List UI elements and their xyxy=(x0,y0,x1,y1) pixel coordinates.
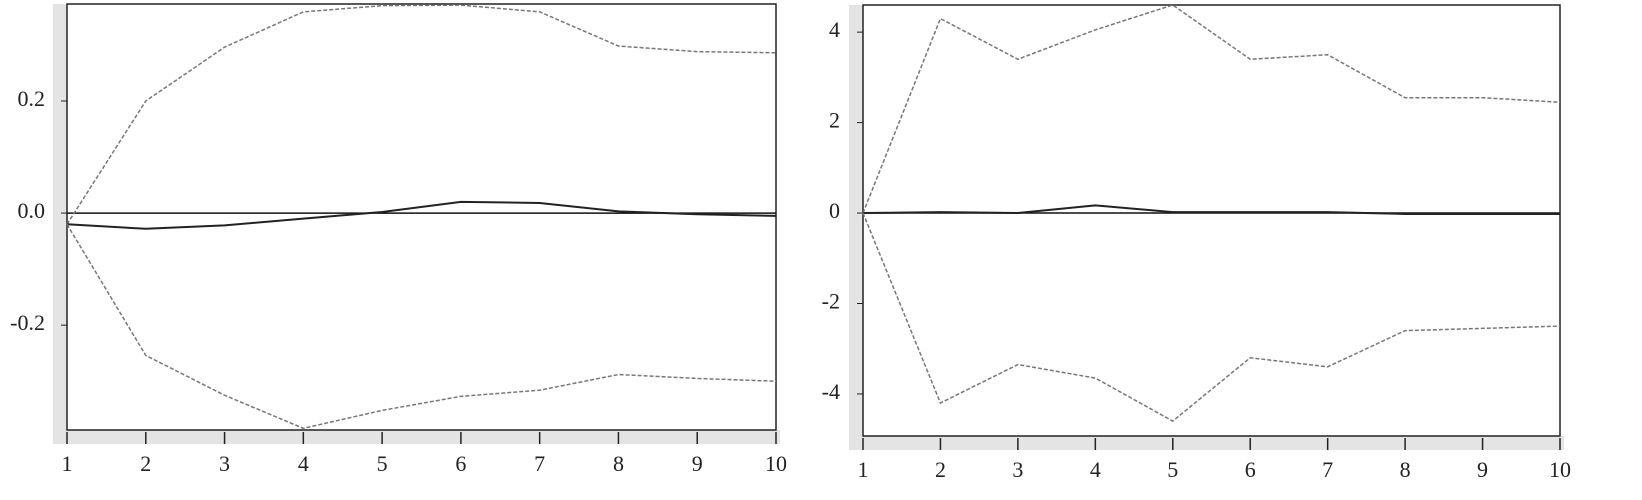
y-tick-label: 0.0 xyxy=(18,198,46,223)
x-tick-label: 4 xyxy=(1090,457,1101,482)
plot-frame xyxy=(862,4,1561,437)
series-line xyxy=(862,212,1561,422)
y-tick-label: -0.2 xyxy=(10,310,45,335)
x-tick-label: 6 xyxy=(455,451,466,476)
x-tick-label: 8 xyxy=(1400,457,1411,482)
x-tick-label: 3 xyxy=(219,451,230,476)
x-tick-label: 10 xyxy=(765,451,787,476)
axis-strip xyxy=(53,430,780,444)
x-tick-label: 1 xyxy=(858,457,869,482)
x-tick-label: 7 xyxy=(534,451,545,476)
series-line xyxy=(66,4,777,225)
y-tick-label: 2 xyxy=(829,108,840,133)
x-tick-label: 8 xyxy=(613,451,624,476)
x-tick-label: 5 xyxy=(377,451,388,476)
axis-strip xyxy=(849,436,1564,450)
x-tick-label: 10 xyxy=(1549,457,1571,482)
x-tick-label: 2 xyxy=(140,451,151,476)
y-tick-label: 0.2 xyxy=(18,86,46,111)
x-tick-label: 9 xyxy=(1477,457,1488,482)
y-tick-label: -2 xyxy=(822,289,840,314)
x-tick-label: 1 xyxy=(62,451,73,476)
x-tick-label: 9 xyxy=(692,451,703,476)
x-tick-label: 6 xyxy=(1245,457,1256,482)
x-tick-label: 7 xyxy=(1322,457,1333,482)
series-line xyxy=(66,200,777,230)
x-tick-label: 4 xyxy=(298,451,309,476)
axis-strip xyxy=(849,5,863,450)
series-line xyxy=(862,204,1560,215)
x-tick-label: 3 xyxy=(1012,457,1023,482)
y-tick-label: -4 xyxy=(822,379,840,404)
x-tick-label: 2 xyxy=(935,457,946,482)
plot-frame xyxy=(66,3,777,431)
y-tick-label: 4 xyxy=(829,17,840,42)
series-line xyxy=(862,4,1561,214)
x-tick-label: 5 xyxy=(1167,457,1178,482)
y-tick-label: 0 xyxy=(829,198,840,223)
axis-strip xyxy=(53,4,67,444)
series-line xyxy=(66,223,777,430)
